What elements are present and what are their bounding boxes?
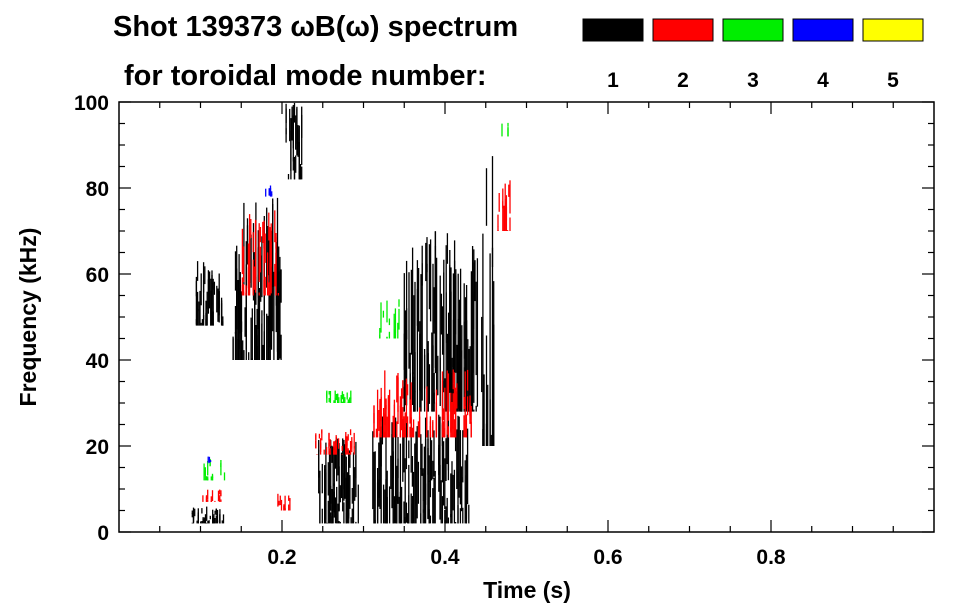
legend-swatch-mode-1 xyxy=(582,18,644,42)
legend: 1 2 3 4 5 xyxy=(582,18,924,92)
x-tick-label: 0.8 xyxy=(756,546,786,569)
spectrum-region-mode-2 xyxy=(497,180,511,231)
spectrum-region-mode-1 xyxy=(285,102,303,180)
legend-swatch-mode-3 xyxy=(722,18,784,42)
chart-subtitle: for toroidal mode number: xyxy=(124,60,487,92)
spectrum-region-mode-2 xyxy=(241,210,280,296)
spectrum-region-mode-1 xyxy=(232,197,282,360)
spectrum-region-mode-1 xyxy=(481,156,495,446)
y-tick-label: 0 xyxy=(97,522,109,545)
y-tick-label: 20 xyxy=(86,436,109,459)
legend-label-mode-3: 3 xyxy=(747,69,759,92)
legend-swatch-mode-5 xyxy=(862,18,924,42)
y-tick-label: 80 xyxy=(86,178,109,201)
x-axis-label: Time (s) xyxy=(483,577,571,603)
x-tick-label: 0.6 xyxy=(593,546,622,569)
spectrum-region-mode-4 xyxy=(265,185,273,197)
y-axis-label: Frequency (kHz) xyxy=(15,228,41,407)
legend-label-mode-4: 4 xyxy=(817,69,829,92)
axis-ticks: 0.2 0.4 0.6 0.8 0 20 40 60 80 100 xyxy=(74,92,934,569)
legend-label-mode-2: 2 xyxy=(677,69,689,92)
y-tick-label: 40 xyxy=(86,350,109,373)
y-tick-label: 100 xyxy=(74,92,109,115)
legend-swatch-mode-4 xyxy=(792,18,854,42)
y-tick-label: 60 xyxy=(86,264,109,287)
x-tick-label: 0.4 xyxy=(430,546,460,569)
spectrum-region-mode-3 xyxy=(379,299,400,339)
spectrum-region-mode-1 xyxy=(191,506,225,524)
spectrum-region-mode-3 xyxy=(501,122,509,137)
spectrum-region-mode-2 xyxy=(277,493,291,511)
spectrum-region-mode-2 xyxy=(373,369,472,438)
spectrum-region-mode-2 xyxy=(202,489,222,502)
spectrum-region-mode-1 xyxy=(195,261,224,326)
spectrum-region-mode-4 xyxy=(207,456,212,464)
legend-label-mode-1: 1 xyxy=(607,69,619,92)
spectrum-region-mode-1 xyxy=(403,231,479,412)
chart-title: Shot 139373 ωB(ω) spectrum xyxy=(113,11,518,43)
plot-area xyxy=(191,102,511,524)
legend-swatch-mode-2 xyxy=(652,18,714,42)
spectrum-region-mode-2 xyxy=(315,429,355,455)
legend-label-mode-5: 5 xyxy=(887,69,899,92)
spectrum-region-mode-3 xyxy=(326,390,352,403)
x-tick-label: 0.2 xyxy=(267,546,296,569)
spectrum-region-mode-1 xyxy=(372,412,470,524)
spectrum-region-mode-3 xyxy=(203,458,226,481)
